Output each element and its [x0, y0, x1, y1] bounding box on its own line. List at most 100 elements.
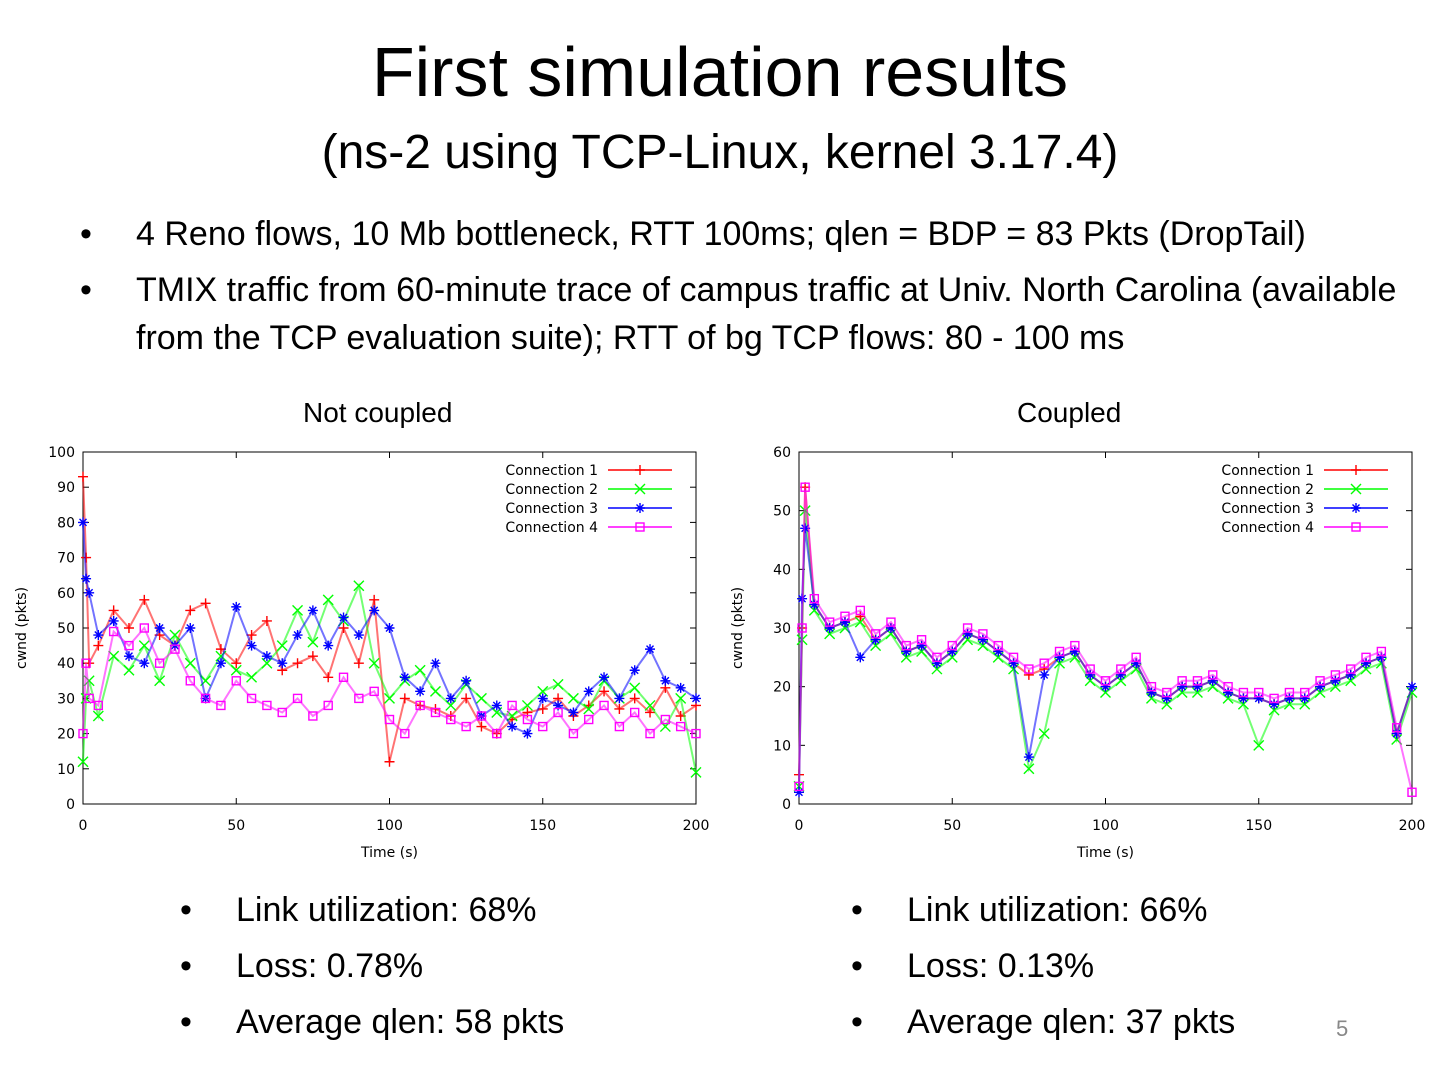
y-tick-label: 90 — [57, 480, 75, 496]
data-point — [947, 646, 958, 657]
y-tick-label: 30 — [57, 691, 75, 707]
top-bullet-list: 4 Reno flows, 10 Mb bottleneck, RTT 100m… — [80, 210, 1400, 428]
data-point — [1008, 652, 1019, 663]
slide-subtitle: (ns-2 using TCP-Linux, kernel 3.17.4) — [321, 126, 1119, 179]
x-tick-label: 200 — [683, 818, 710, 834]
data-point — [200, 598, 211, 609]
legend-label: Connection 3 — [1221, 501, 1314, 517]
data-point — [553, 707, 563, 718]
data-point — [886, 617, 896, 627]
data-point — [1100, 676, 1111, 686]
data-point — [614, 693, 625, 704]
data-point — [308, 711, 318, 721]
legend-marker — [1350, 483, 1362, 495]
y-tick-label: 80 — [57, 515, 75, 531]
data-point — [1039, 658, 1049, 668]
data-point — [645, 707, 656, 718]
data-point — [537, 693, 548, 704]
data-point — [461, 721, 471, 732]
data-point — [261, 657, 273, 669]
data-point — [1177, 681, 1188, 692]
data-point — [1238, 687, 1249, 698]
x-axis-label: Time (s) — [360, 845, 418, 861]
series-1 — [78, 471, 701, 767]
data-point — [977, 634, 988, 645]
data-point — [138, 640, 150, 652]
data-point — [1315, 681, 1326, 692]
legend-label: Connection 2 — [505, 482, 598, 498]
data-point — [1115, 669, 1126, 680]
data-point — [414, 664, 426, 676]
data-point — [537, 685, 549, 697]
data-point — [170, 644, 180, 654]
data-point — [123, 651, 134, 662]
legend-label: Connection 1 — [505, 463, 598, 479]
data-point — [1192, 676, 1203, 686]
data-point — [369, 594, 380, 605]
data-point — [809, 599, 820, 610]
chart-not-coupled: 0 10 20 30 40 50 60 70 80 90 100 0 50 100 150 200 Time (… — [8, 438, 718, 873]
data-point — [840, 611, 850, 621]
data-point — [962, 628, 973, 639]
data-point — [200, 693, 211, 704]
data-point — [215, 658, 226, 669]
data-point — [322, 594, 334, 606]
data-point — [1054, 652, 1065, 663]
data-point — [978, 629, 988, 639]
y-tick-label: 10 — [57, 762, 75, 778]
data-point — [1177, 676, 1187, 686]
data-point — [1300, 687, 1310, 698]
data-point — [491, 700, 502, 711]
data-point — [1085, 669, 1096, 680]
data-point — [185, 676, 195, 686]
data-point — [521, 699, 533, 711]
data-point — [1223, 687, 1234, 698]
data-point — [93, 700, 104, 711]
data-point — [1269, 699, 1280, 710]
data-point — [78, 517, 88, 528]
data-point — [660, 675, 671, 686]
data-point — [568, 728, 579, 739]
data-point — [630, 707, 640, 718]
chart-svg-not-coupled: 0 10 20 30 40 50 60 70 80 90 100 0 50 100 150 200 Time (… — [14, 445, 710, 861]
data-point — [1407, 787, 1417, 797]
left-stats-list: Link utilization: 68% Loss: 0.78% Averag… — [180, 882, 564, 1050]
x-tick-label: 150 — [529, 818, 556, 834]
data-point — [675, 692, 687, 704]
data-point — [230, 664, 242, 676]
data-point — [124, 640, 134, 651]
data-point — [675, 682, 686, 693]
legend-marker-glyph — [1350, 483, 1362, 495]
series-2 — [77, 580, 702, 778]
data-point — [1116, 664, 1126, 674]
data-point — [445, 699, 457, 711]
data-point — [77, 756, 89, 768]
data-point — [108, 615, 119, 626]
legend-marker-glyph — [1351, 522, 1361, 532]
stat-loss: Loss: 0.13% — [851, 938, 1235, 994]
data-point — [307, 605, 318, 616]
data-point — [1391, 723, 1402, 733]
data-point — [368, 657, 380, 669]
data-point — [1345, 669, 1356, 680]
data-point — [400, 728, 410, 739]
legend-marker — [635, 522, 645, 532]
data-point — [522, 728, 533, 739]
data-point — [216, 700, 226, 711]
data-point — [614, 721, 625, 732]
data-point — [123, 623, 134, 633]
data-point — [1162, 687, 1172, 698]
data-point — [794, 787, 804, 798]
series-line — [798, 487, 1413, 793]
stat-average-qlen: Average qlen: 37 pkts — [851, 994, 1235, 1050]
legend-marker-glyph — [634, 483, 646, 495]
data-point — [901, 640, 911, 651]
data-point — [1407, 681, 1417, 692]
x-tick-label: 100 — [1092, 818, 1119, 834]
data-point — [855, 605, 866, 616]
y-tick-label: 60 — [57, 586, 75, 602]
data-point — [1008, 658, 1019, 669]
data-point — [916, 640, 927, 651]
data-point — [824, 623, 835, 633]
data-point — [1023, 752, 1034, 763]
